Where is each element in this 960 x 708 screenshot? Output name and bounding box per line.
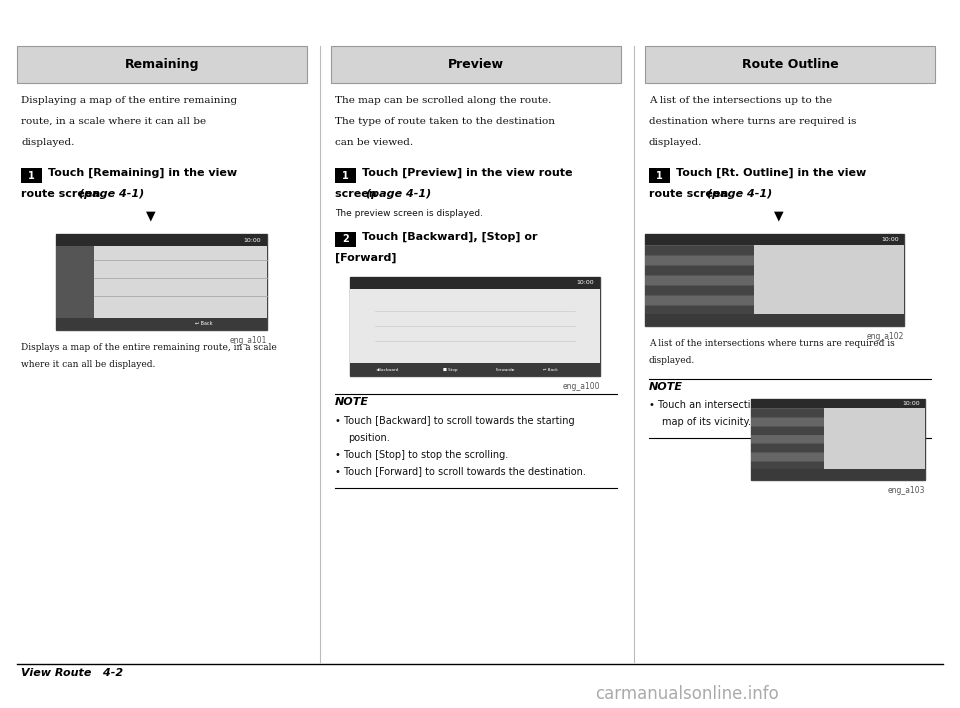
Text: A list of the intersections up to the: A list of the intersections up to the (649, 96, 832, 105)
Text: [Forward]: [Forward] (335, 253, 396, 263)
FancyBboxPatch shape (645, 256, 754, 265)
Text: displayed.: displayed. (649, 356, 695, 365)
FancyBboxPatch shape (56, 234, 267, 246)
Text: Route Outline: Route Outline (742, 58, 838, 71)
FancyBboxPatch shape (645, 46, 935, 83)
FancyBboxPatch shape (751, 469, 925, 480)
FancyBboxPatch shape (350, 363, 600, 376)
FancyBboxPatch shape (824, 409, 925, 469)
FancyBboxPatch shape (751, 409, 824, 417)
FancyBboxPatch shape (21, 168, 42, 183)
Text: eng_a102: eng_a102 (867, 332, 904, 341)
Text: NOTE: NOTE (335, 397, 369, 407)
Text: ◄Backward: ◄Backward (376, 367, 399, 372)
Text: (page 4-1): (page 4-1) (366, 189, 431, 199)
FancyBboxPatch shape (649, 168, 670, 183)
Text: ↩ Back: ↩ Back (195, 321, 212, 326)
Text: 10:00: 10:00 (881, 237, 899, 242)
FancyBboxPatch shape (645, 234, 904, 246)
FancyBboxPatch shape (645, 314, 904, 326)
Text: route screen: route screen (649, 189, 732, 199)
Text: route, in a scale where it can all be: route, in a scale where it can all be (21, 117, 206, 126)
Text: displayed.: displayed. (649, 138, 703, 147)
Text: (page 4-1): (page 4-1) (79, 189, 144, 199)
FancyBboxPatch shape (751, 427, 824, 435)
Text: The preview screen is displayed.: The preview screen is displayed. (335, 209, 483, 218)
Text: Displaying a map of the entire remaining: Displaying a map of the entire remaining (21, 96, 237, 105)
Text: • Touch [Forward] to scroll towards the destination.: • Touch [Forward] to scroll towards the … (335, 467, 586, 476)
Text: 10:00: 10:00 (577, 280, 594, 285)
FancyBboxPatch shape (751, 462, 824, 469)
Text: The map can be scrolled along the route.: The map can be scrolled along the route. (335, 96, 551, 105)
Text: ▼: ▼ (146, 210, 156, 222)
FancyBboxPatch shape (751, 399, 925, 409)
Text: Forward►: Forward► (495, 367, 515, 372)
Text: map of its vicinity.: map of its vicinity. (662, 417, 752, 427)
Text: Remaining: Remaining (125, 58, 200, 71)
FancyBboxPatch shape (754, 246, 904, 314)
FancyBboxPatch shape (350, 289, 600, 363)
FancyBboxPatch shape (17, 46, 307, 83)
Text: where it can all be displayed.: where it can all be displayed. (21, 360, 156, 369)
FancyBboxPatch shape (645, 234, 904, 326)
Text: NOTE: NOTE (649, 382, 683, 392)
Text: Preview: Preview (448, 58, 504, 71)
FancyBboxPatch shape (335, 232, 356, 247)
Text: 10:00: 10:00 (244, 238, 261, 243)
FancyBboxPatch shape (645, 296, 754, 304)
FancyBboxPatch shape (56, 246, 267, 317)
FancyBboxPatch shape (751, 435, 824, 443)
Text: position.: position. (348, 433, 390, 442)
Text: 1: 1 (656, 171, 663, 181)
FancyBboxPatch shape (56, 234, 267, 330)
FancyBboxPatch shape (56, 246, 94, 317)
Text: Touch [Remaining] in the view: Touch [Remaining] in the view (48, 168, 237, 178)
FancyBboxPatch shape (751, 409, 824, 469)
FancyBboxPatch shape (331, 46, 621, 83)
Text: displayed.: displayed. (21, 138, 75, 147)
FancyBboxPatch shape (751, 418, 824, 426)
Text: Touch [Backward], [Stop] or: Touch [Backward], [Stop] or (362, 232, 538, 241)
Text: carmanualsonline.info: carmanualsonline.info (595, 685, 779, 703)
Text: eng_a100: eng_a100 (563, 382, 600, 391)
FancyBboxPatch shape (350, 277, 600, 289)
FancyBboxPatch shape (350, 277, 600, 376)
Text: 1: 1 (28, 171, 36, 181)
FancyBboxPatch shape (645, 266, 754, 275)
FancyBboxPatch shape (751, 453, 824, 461)
Text: (page 4-1): (page 4-1) (707, 189, 772, 199)
Text: Touch [Preview] in the view route: Touch [Preview] in the view route (362, 168, 572, 178)
Text: • Touch [Stop] to stop the scrolling.: • Touch [Stop] to stop the scrolling. (335, 450, 508, 459)
Text: ▼: ▼ (774, 210, 784, 222)
Text: Displays a map of the entire remaining route, in a scale: Displays a map of the entire remaining r… (21, 343, 276, 352)
FancyBboxPatch shape (751, 444, 824, 452)
Text: can be viewed.: can be viewed. (335, 138, 413, 147)
Text: ↩ Back: ↩ Back (542, 367, 558, 372)
Text: View Route   4-2: View Route 4-2 (21, 668, 123, 678)
Text: Touch [Rt. Outline] in the view: Touch [Rt. Outline] in the view (676, 168, 866, 178)
FancyBboxPatch shape (56, 317, 267, 330)
Text: screen: screen (335, 189, 380, 199)
Text: route screen: route screen (21, 189, 105, 199)
Text: • Touch [Backward] to scroll towards the starting: • Touch [Backward] to scroll towards the… (335, 416, 575, 426)
Text: 10:00: 10:00 (902, 401, 920, 406)
Text: The type of route taken to the destination: The type of route taken to the destinati… (335, 117, 555, 126)
FancyBboxPatch shape (645, 246, 754, 314)
Text: • Touch an intersection on the list to display a: • Touch an intersection on the list to d… (649, 400, 875, 410)
FancyBboxPatch shape (751, 399, 925, 480)
FancyBboxPatch shape (645, 286, 754, 295)
FancyBboxPatch shape (645, 306, 754, 314)
Text: destination where turns are required is: destination where turns are required is (649, 117, 856, 126)
FancyBboxPatch shape (335, 168, 356, 183)
Text: 2: 2 (342, 234, 349, 244)
FancyBboxPatch shape (645, 276, 754, 285)
Text: eng_a101: eng_a101 (229, 336, 267, 345)
Text: 1: 1 (342, 171, 349, 181)
Text: A list of the intersections where turns are required is: A list of the intersections where turns … (649, 339, 895, 348)
FancyBboxPatch shape (645, 246, 754, 256)
Text: eng_a103: eng_a103 (888, 486, 925, 495)
Text: ■ Stop: ■ Stop (443, 367, 458, 372)
